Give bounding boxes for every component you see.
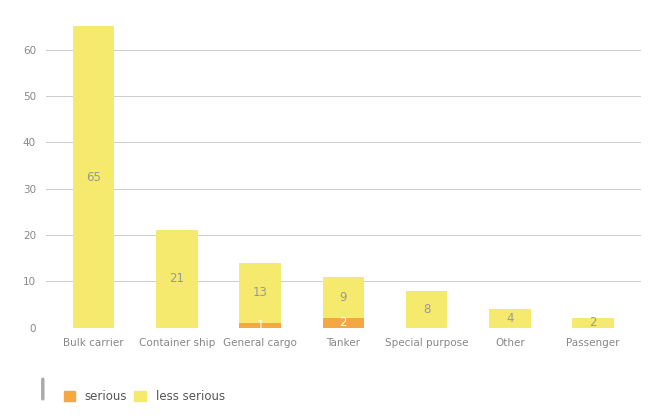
- Legend: serious, less serious: serious, less serious: [63, 390, 225, 403]
- Bar: [156, 230, 198, 328]
- Text: 8: 8: [423, 302, 430, 315]
- Text: 65: 65: [86, 171, 101, 184]
- Bar: [73, 26, 114, 328]
- Bar: [405, 291, 447, 328]
- Bar: [322, 277, 364, 318]
- Text: 4: 4: [506, 312, 513, 325]
- Text: 13: 13: [252, 286, 267, 299]
- Bar: [489, 309, 530, 328]
- Bar: [239, 263, 281, 323]
- Text: 2: 2: [339, 316, 347, 329]
- Text: 2: 2: [589, 316, 597, 329]
- Bar: [572, 318, 614, 328]
- Text: 1: 1: [256, 319, 264, 332]
- Text: 21: 21: [169, 273, 184, 286]
- Bar: [322, 318, 364, 328]
- Text: 9: 9: [339, 291, 347, 304]
- Bar: [239, 323, 281, 328]
